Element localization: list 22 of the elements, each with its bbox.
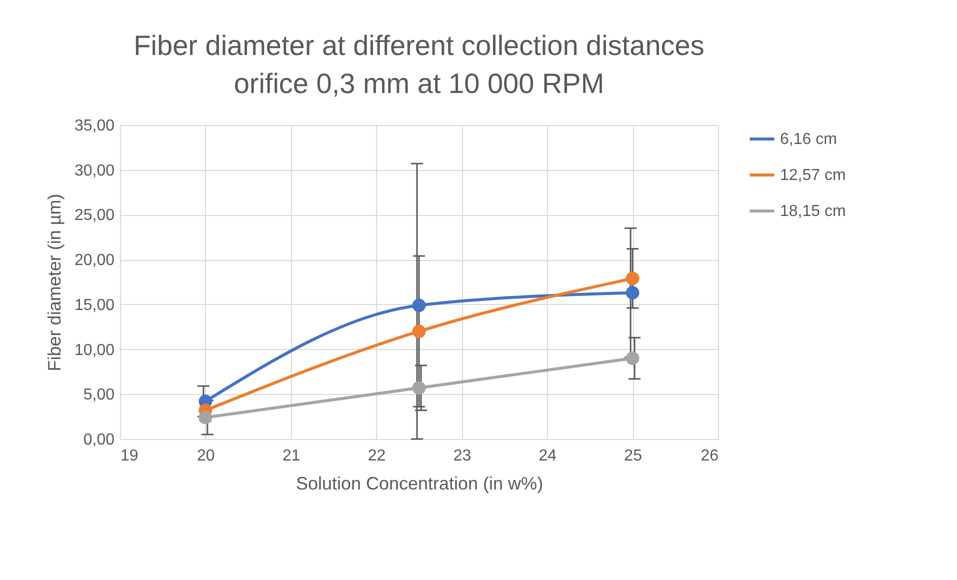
y-tick-label: 25,00: [74, 207, 115, 224]
y-tick-label: 30,00: [74, 162, 115, 180]
y-tick-label: 35,00: [74, 118, 115, 134]
y-tick-label: 20,00: [74, 252, 115, 270]
chart-title: Fiber diameter at different collection distances orifice 0,3 mm at 10 000 RPM: [134, 30, 704, 99]
legend-label: 12,57 cm: [780, 167, 846, 184]
x-tick-label: 23: [453, 448, 472, 464]
y-tick-label: 5,00: [83, 386, 115, 404]
legend-label: 6,16 cm: [780, 131, 837, 148]
x-tick-label: 19: [120, 448, 138, 464]
x-axis-title: Solution Concentration (in w%): [296, 474, 544, 494]
x-tick-label: 26: [700, 448, 719, 464]
x-tick-label: 25: [624, 448, 642, 464]
x-tick-label: 22: [368, 448, 386, 464]
y-axis-title: Fiber diameter (in µm): [44, 194, 64, 372]
legend-label: 18,15 cm: [780, 203, 846, 220]
x-tick-label: 24: [538, 448, 557, 464]
y-tick-label: 10,00: [74, 342, 115, 359]
y-tick-label: 15,00: [74, 296, 115, 314]
y-tick-label: 0,00: [83, 432, 115, 448]
x-tick-label: 20: [197, 448, 215, 464]
x-tick-label: 21: [282, 448, 300, 464]
